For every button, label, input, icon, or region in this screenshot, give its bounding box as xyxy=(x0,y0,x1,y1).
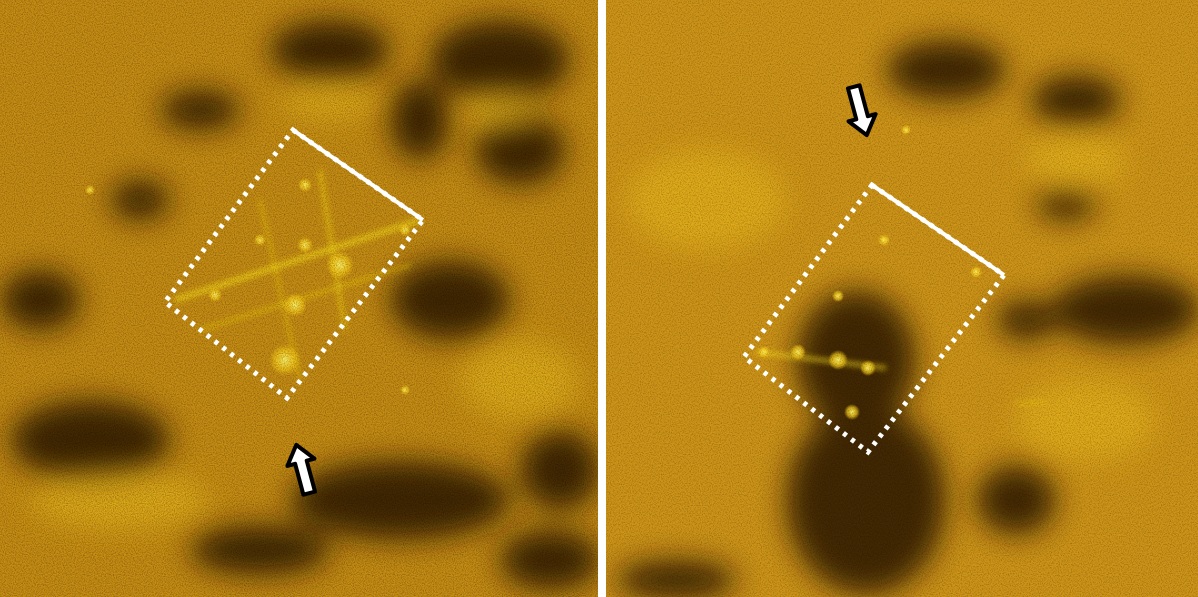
microscopy-image-right xyxy=(606,0,1198,597)
image-panel-right xyxy=(606,0,1198,597)
grain-noise xyxy=(0,0,598,597)
down-arrow-icon xyxy=(845,83,878,138)
selection-outline xyxy=(740,181,1008,456)
microscopy-image-left xyxy=(0,0,598,597)
edge-marker-line xyxy=(870,183,1006,277)
grain-noise xyxy=(606,0,1198,597)
panel-divider xyxy=(598,0,606,597)
selection-outline xyxy=(161,126,427,402)
edge-marker-line xyxy=(291,128,425,222)
up-arrow-icon xyxy=(285,442,318,497)
image-panel-left xyxy=(0,0,598,597)
